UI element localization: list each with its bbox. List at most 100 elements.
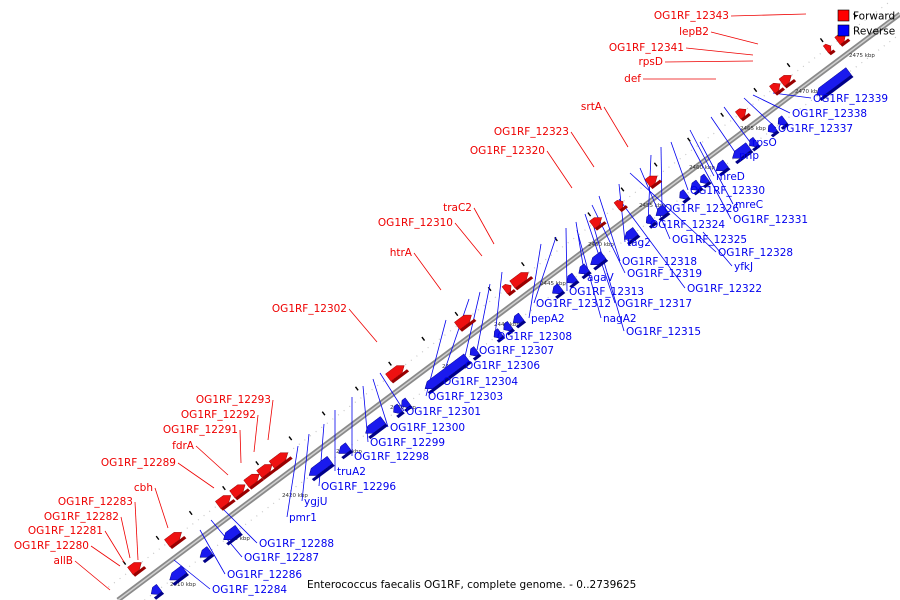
scale-tick [687, 137, 691, 142]
reverse-leader [286, 445, 299, 518]
reverse-gene-label: OG1RF_12317 [617, 298, 692, 310]
reverse-gene-label: OG1RF_12330 [690, 185, 765, 197]
scale-tick [487, 286, 492, 292]
reverse-leader [710, 116, 738, 156]
reverse-gene-label: OG1RF_12286 [227, 569, 302, 581]
reverse-gene [308, 455, 335, 482]
forward-leader [177, 462, 215, 489]
reverse-gene-label: OG1RF_12298 [354, 451, 429, 463]
forward-gene-label: OG1RF_12282 [44, 511, 119, 523]
legend-label: Forward [853, 11, 895, 23]
forward-gene [164, 532, 187, 549]
scale-tick [155, 535, 160, 541]
reverse-gene-label: OG1RF_12287 [244, 552, 319, 564]
scale-tick [321, 411, 326, 416]
forward-gene-label: OG1RF_12289 [101, 457, 176, 469]
reverse-gene-label: ygjU [304, 496, 327, 508]
forward-leader [348, 308, 378, 343]
reverse-gene [645, 214, 658, 229]
forward-leader [74, 560, 111, 591]
reverse-gene-label: OG1RF_12328 [718, 247, 793, 259]
scale-label: 2430 kbp [390, 405, 416, 411]
scale-label: 2420 kbp [282, 493, 308, 499]
forward-leader [664, 60, 754, 63]
reverse-leader [702, 231, 733, 267]
forward-gene [256, 464, 277, 480]
backbone-frame-upper [143, 33, 900, 600]
forward-leader [253, 414, 259, 453]
reverse-gene [767, 122, 780, 138]
forward-gene [589, 217, 607, 231]
forward-leader [104, 530, 125, 563]
scale-tick [288, 436, 293, 441]
reverse-gene [223, 524, 243, 546]
forward-gene-label: allB [54, 555, 73, 567]
reverse-gene-label: OG1RF_12307 [479, 345, 554, 357]
gene-labels: OG1RF_12343 lepB2 OG1RF_12341 rpsD def srtA OG… [14, 10, 888, 596]
reverse-gene [749, 136, 761, 152]
forward-gene [501, 284, 516, 297]
forward-gene-label: rpsD [638, 56, 663, 68]
scale-tick [421, 336, 426, 341]
forward-leader [473, 207, 495, 245]
reverse-gene-label: yfkJ [734, 261, 753, 273]
reverse-gene [816, 67, 854, 101]
reverse-gene-label: pnp [739, 150, 759, 162]
reverse-leader [699, 141, 734, 205]
reverse-gene [338, 442, 354, 460]
forward-gene-label: fdrA [172, 440, 195, 452]
scale-tick [653, 162, 658, 167]
forward-gene-label: OG1RF_12291 [163, 424, 238, 436]
scale-tick [222, 485, 226, 491]
forward-gene [127, 562, 147, 577]
reverse-gene-label: OG1RF_12304 [443, 376, 518, 388]
reverse-gene-label: OG1RF_12324 [650, 219, 725, 231]
reverse-leader [723, 106, 751, 143]
scale-tick [786, 62, 791, 68]
reverse-gene [690, 179, 704, 196]
reverse-gene-label: OG1RF_12331 [733, 214, 808, 226]
reverse-leader [598, 195, 621, 262]
reverse-gene [512, 312, 527, 329]
forward-gene [613, 200, 628, 213]
forward-gene-label: OG1RF_12323 [494, 126, 569, 138]
forward-gene-label: OG1RF_12281 [28, 525, 103, 537]
reverse-gene [393, 403, 405, 419]
forward-leader [546, 150, 573, 189]
scale-label: 2445 kbp [540, 281, 566, 287]
forward-gene [778, 75, 797, 89]
scale-tick [554, 237, 558, 242]
scale-label: 2450 kbp [588, 242, 614, 248]
reverse-leader [199, 529, 226, 575]
forward-leader [685, 47, 754, 56]
backbone-highlight [117, 13, 900, 600]
reverse-leader [743, 97, 777, 129]
forward-gene-label: OG1RF_12310 [378, 217, 453, 229]
scale-tick [354, 386, 359, 391]
reverse-leader [223, 509, 258, 544]
reverse-gene-label: OG1RF_12338 [792, 108, 867, 120]
forward-gene-label: OG1RF_12283 [58, 496, 133, 508]
reverse-leader [372, 378, 389, 428]
forward-gene-label: def [624, 73, 641, 85]
reverse-leader [689, 129, 715, 177]
reverse-gene-label: OG1RF_12313 [569, 286, 644, 298]
reverse-gene [169, 565, 189, 586]
reverse-gene-label: pmr1 [289, 512, 317, 524]
scale-tick [620, 187, 625, 192]
reverse-gene-label: OG1RF_12303 [428, 391, 503, 403]
scale-tick [819, 37, 824, 43]
reverse-gene-label: OG1RF_12301 [406, 406, 481, 418]
forward-leader [454, 222, 483, 257]
backbone-track [108, 0, 900, 600]
reverse-gene-label: OG1RF_12306 [465, 360, 540, 372]
scale-tick [753, 87, 758, 93]
reverse-leader [752, 94, 791, 114]
reverse-gene [679, 189, 691, 204]
reverse-leader [670, 141, 689, 191]
forward-leader [154, 487, 169, 529]
scale-tick [520, 261, 525, 267]
reverse-gene [552, 283, 566, 299]
reverse-leader [592, 223, 625, 332]
